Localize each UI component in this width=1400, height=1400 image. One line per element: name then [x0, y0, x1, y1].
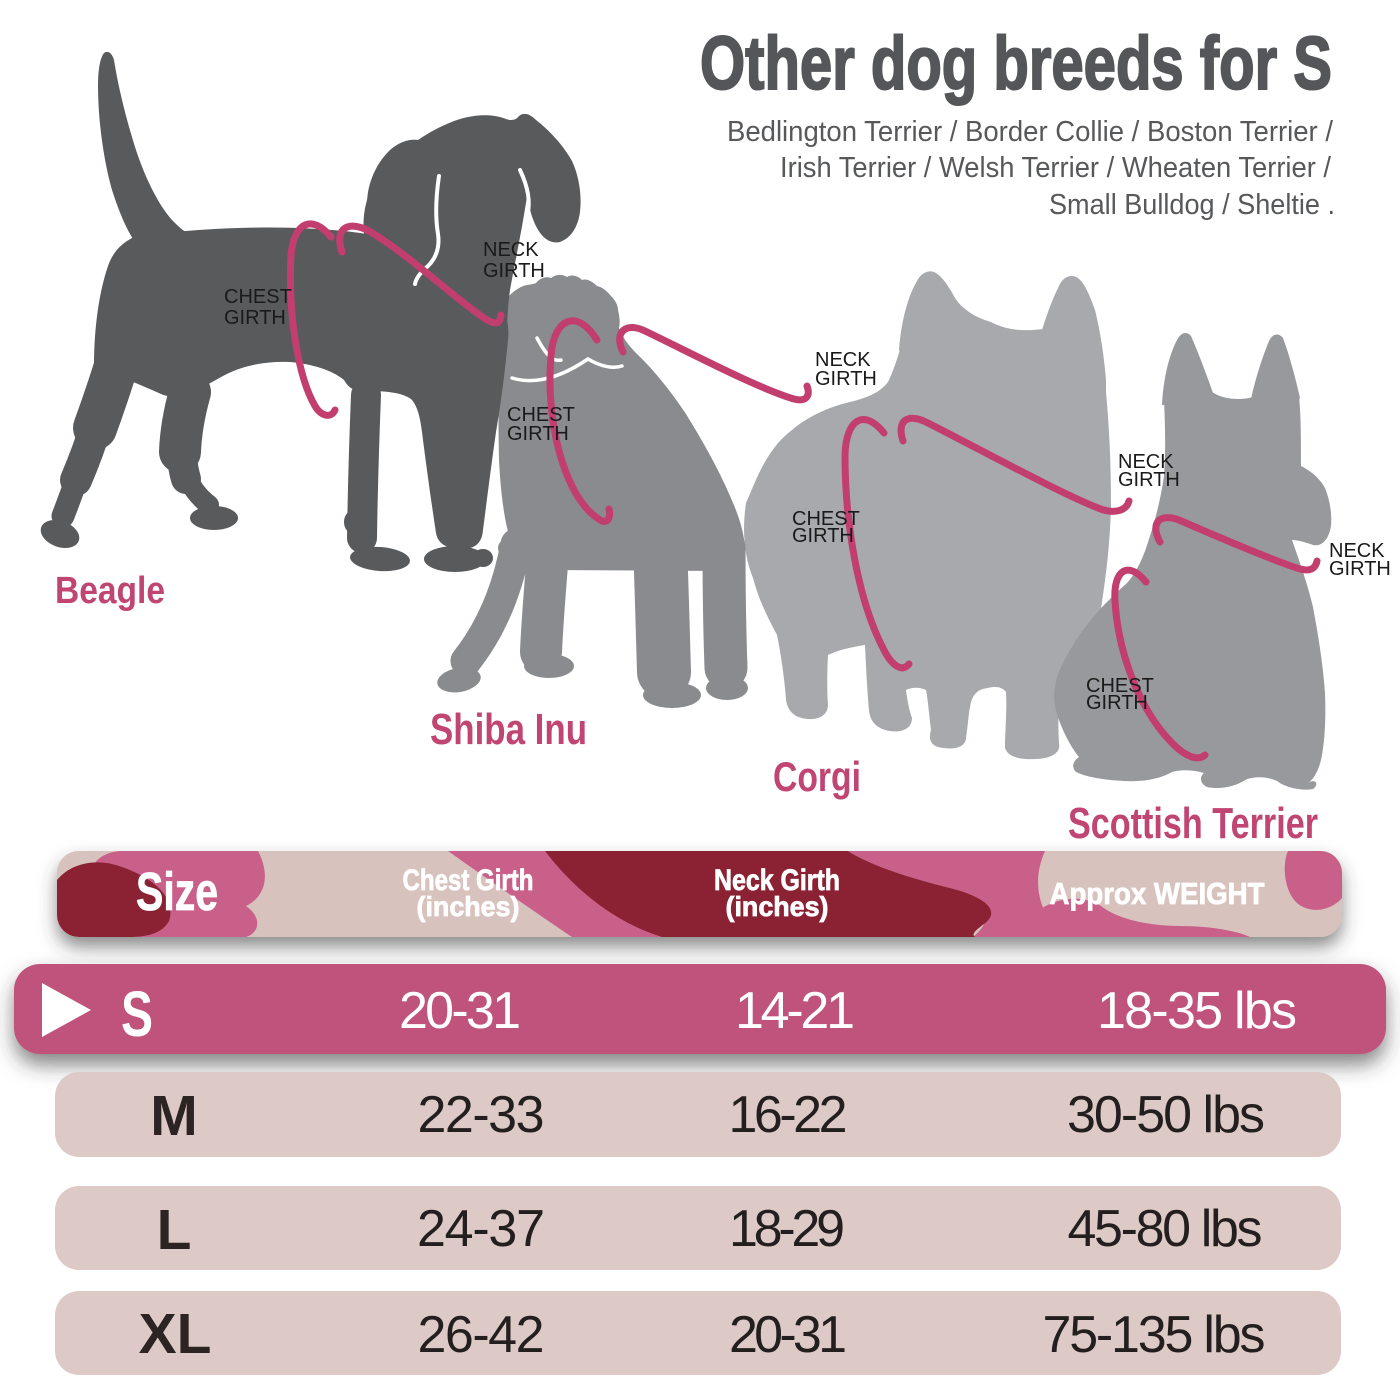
svg-text:GIRTH: GIRTH	[1329, 558, 1391, 580]
svg-text:GIRTH: GIRTH	[815, 368, 877, 390]
svg-text:NECK: NECK	[1118, 451, 1174, 473]
svg-text:NECK: NECK	[483, 239, 539, 261]
svg-text:20-31: 20-31	[399, 982, 521, 1040]
svg-text:XL: XL	[139, 1302, 212, 1366]
svg-text:GIRTH: GIRTH	[1118, 469, 1180, 491]
svg-text:L: L	[157, 1198, 192, 1262]
svg-text:Scottish Terrier: Scottish Terrier	[1068, 799, 1318, 848]
svg-text:14-21: 14-21	[735, 982, 855, 1040]
svg-text:Small Bulldog / Sheltie .: Small Bulldog / Sheltie .	[1049, 189, 1335, 221]
svg-text:NECK: NECK	[1329, 540, 1385, 562]
svg-text:45-80 lbs: 45-80 lbs	[1068, 1200, 1263, 1258]
svg-text:GIRTH: GIRTH	[792, 525, 854, 547]
svg-text:CHEST: CHEST	[507, 404, 575, 426]
svg-text:Corgi: Corgi	[773, 753, 861, 800]
svg-text:18-29: 18-29	[729, 1200, 845, 1258]
svg-text:CHEST: CHEST	[792, 508, 860, 530]
svg-text:(inches): (inches)	[417, 891, 520, 922]
svg-text:22-33: 22-33	[418, 1086, 545, 1144]
svg-text:24-37: 24-37	[417, 1200, 545, 1258]
svg-text:GIRTH: GIRTH	[1086, 692, 1148, 714]
svg-text:Irish Terrier / Welsh Terrier: Irish Terrier / Welsh Terrier / Wheaten …	[780, 152, 1332, 184]
svg-text:NECK: NECK	[815, 349, 871, 371]
svg-text:26-42: 26-42	[418, 1306, 545, 1364]
svg-text:M: M	[150, 1084, 197, 1148]
svg-text:Neck Girth: Neck Girth	[714, 864, 840, 897]
svg-text:Approx WEIGHT: Approx WEIGHT	[1050, 876, 1265, 911]
svg-text:Bedlington Terrier / Border Co: Bedlington Terrier / Border Collie / Bos…	[727, 116, 1334, 148]
svg-text:Chest Girth: Chest Girth	[403, 864, 534, 897]
svg-text:30-50 lbs: 30-50 lbs	[1067, 1086, 1265, 1144]
svg-text:S: S	[121, 978, 153, 1050]
svg-text:Size: Size	[136, 862, 218, 922]
svg-text:CHEST: CHEST	[224, 286, 292, 308]
svg-text:Shiba Inu: Shiba Inu	[430, 705, 587, 754]
svg-text:75-135 lbs: 75-135 lbs	[1043, 1306, 1266, 1364]
svg-text:(inches): (inches)	[726, 891, 829, 922]
svg-text:GIRTH: GIRTH	[224, 307, 286, 329]
svg-text:20-31: 20-31	[729, 1306, 847, 1364]
svg-text:CHEST: CHEST	[1086, 675, 1154, 697]
svg-text:GIRTH: GIRTH	[507, 423, 569, 445]
svg-text:18-35 lbs: 18-35 lbs	[1097, 982, 1297, 1040]
svg-text:16-22: 16-22	[729, 1086, 848, 1144]
svg-text:Beagle: Beagle	[55, 570, 165, 612]
svg-text:GIRTH: GIRTH	[483, 260, 545, 282]
svg-text:Other dog breeds for S: Other dog breeds for S	[700, 21, 1332, 105]
